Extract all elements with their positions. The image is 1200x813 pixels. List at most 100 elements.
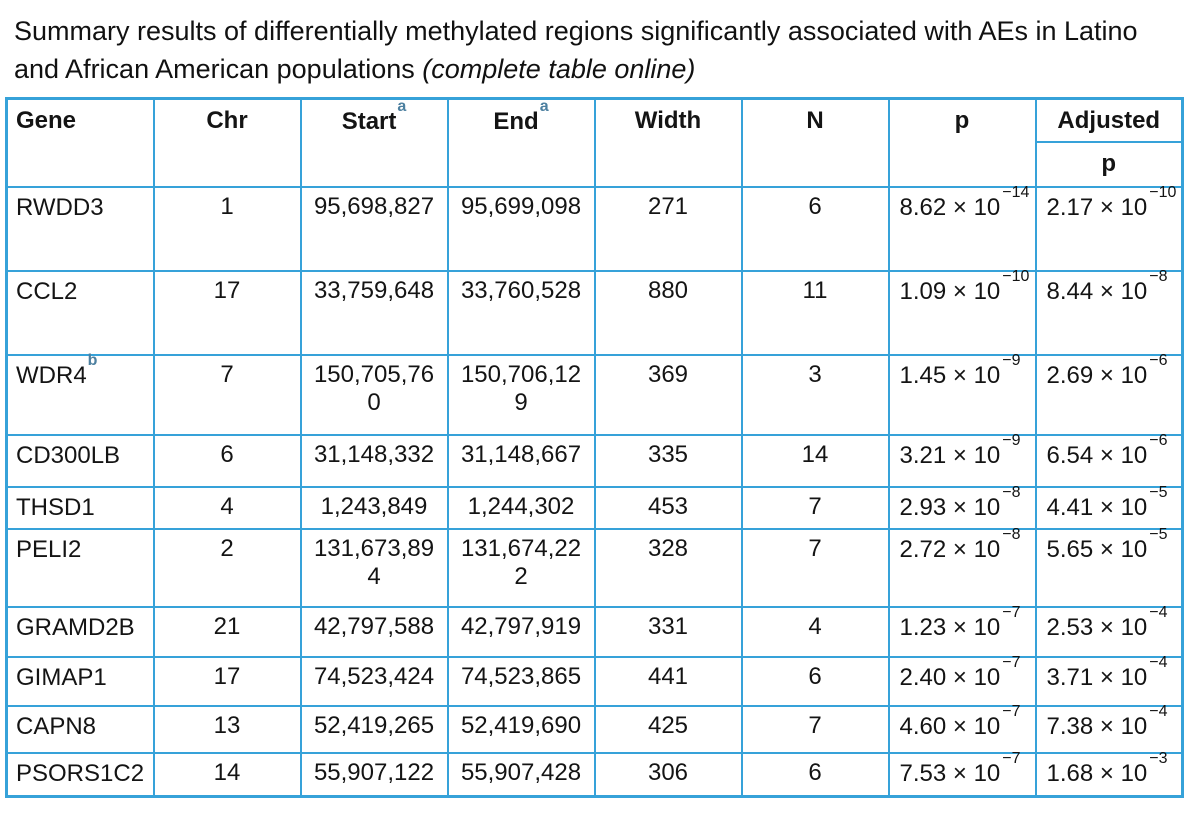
cell-end: 33,760,528	[446, 269, 596, 356]
results-table: Gene Chr Starta Enda Width N p Adjusted …	[5, 97, 1184, 798]
cell-chr: 21	[152, 605, 302, 658]
cell-width: 441	[593, 655, 743, 707]
cell-n: 7	[740, 704, 890, 754]
cell-width: 453	[593, 485, 743, 530]
header-p-label: p	[954, 107, 970, 134]
cell-end: 31,148,667	[446, 433, 596, 488]
adjp-mantissa: 2.53 × 10	[1046, 613, 1148, 641]
cell-adjusted-p: 8.44 × 10−8	[1034, 267, 1184, 356]
cell-adjusted-p: 2.53 × 10−4	[1034, 604, 1184, 658]
adjp-mantissa: 7.38 × 10	[1046, 712, 1148, 740]
header-adjusted-p: p	[1034, 140, 1184, 188]
cell-end: 1,244,302	[446, 485, 596, 530]
cell-adjusted-p: 7.38 × 10−4	[1034, 703, 1184, 754]
cell-end: 55,907,428	[446, 751, 596, 798]
cell-width: 331	[593, 605, 743, 658]
header-width: Width	[593, 97, 743, 188]
p-mantissa: 4.60 × 10	[899, 712, 1001, 740]
cell-chr: 14	[152, 751, 302, 798]
cell-n: 6	[740, 185, 890, 272]
header-adjusted: Adjusted	[1034, 97, 1184, 143]
p-exponent: −7	[1002, 603, 1021, 621]
cell-n: 14	[740, 433, 890, 488]
p-exponent: −9	[1002, 351, 1021, 369]
cell-p: 2.40 × 10−7	[887, 654, 1037, 707]
cell-end: 52,419,690	[446, 704, 596, 754]
header-start-label: Start	[341, 108, 397, 135]
gene-name: CAPN8	[16, 712, 97, 740]
cell-width: 425	[593, 704, 743, 754]
cell-width: 271	[593, 185, 743, 272]
adjp-exponent: −8	[1149, 267, 1168, 285]
p-mantissa: 7.53 × 10	[899, 759, 1001, 787]
gene-name: GIMAP1	[16, 663, 107, 691]
footnote-a-marker: a	[539, 98, 549, 116]
cell-p: 4.60 × 10−7	[887, 702, 1037, 754]
adjp-exponent: −5	[1149, 525, 1168, 543]
cell-gene: GIMAP1	[5, 655, 155, 707]
cell-start: 74,523,424	[299, 655, 449, 707]
cell-n: 3	[740, 353, 890, 436]
table-row: RWDD3 1 95,698,827 95,699,098 271 6 8.62…	[5, 183, 1184, 272]
gene-name: RWDD3	[16, 193, 104, 221]
header-end-label: End	[493, 108, 539, 135]
cell-gene: PELI2	[5, 527, 155, 608]
header-adjusted-p-label: p	[1101, 149, 1117, 177]
cell-chr: 2	[152, 527, 302, 608]
adjp-exponent: −3	[1149, 749, 1168, 767]
cell-start: 33,759,648	[299, 269, 449, 356]
footnote-b-marker: b	[87, 351, 98, 369]
cell-adjusted-p: 2.69 × 10−6	[1034, 352, 1184, 436]
adjp-mantissa: 6.54 × 10	[1046, 441, 1148, 469]
cell-gene: GRAMD2B	[5, 605, 155, 658]
header-gene-label: Gene	[16, 107, 77, 134]
p-exponent: −7	[1002, 702, 1021, 720]
cell-end: 95,699,098	[446, 185, 596, 272]
adjp-mantissa: 5.65 × 10	[1046, 535, 1148, 563]
cell-p: 2.93 × 10−8	[887, 483, 1037, 530]
cell-n: 7	[740, 485, 890, 530]
cell-width: 369	[593, 353, 743, 436]
cell-gene: CCL2	[5, 269, 155, 356]
cell-end: 42,797,919	[446, 605, 596, 658]
gene-name: CD300LB	[16, 441, 121, 469]
cell-end: 150,706,129	[446, 353, 596, 436]
header-width-label: Width	[634, 107, 702, 134]
adjp-exponent: −5	[1149, 483, 1168, 501]
cell-adjusted-p: 3.71 × 10−4	[1034, 654, 1184, 707]
table-row: CCL2 17 33,759,648 33,760,528 880 11 1.0…	[5, 267, 1184, 356]
table-row: THSD1 4 1,243,849 1,244,302 453 7 2.93 ×…	[5, 483, 1184, 530]
cell-width: 880	[593, 269, 743, 356]
cell-chr: 17	[152, 655, 302, 707]
cell-n: 4	[740, 605, 890, 658]
p-exponent: −14	[1002, 183, 1030, 201]
cell-gene: CAPN8	[5, 704, 155, 754]
gene-name: THSD1	[16, 493, 95, 521]
cell-start: 42,797,588	[299, 605, 449, 658]
header-row: Gene Chr Starta Enda Width N p Adjusted	[5, 97, 1184, 188]
cell-adjusted-p: 4.41 × 10−5	[1034, 483, 1184, 530]
cell-width: 335	[593, 433, 743, 488]
cell-gene: RWDD3	[5, 185, 155, 272]
cell-start: 95,698,827	[299, 185, 449, 272]
table-row: GIMAP1 17 74,523,424 74,523,865 441 6 2.…	[5, 654, 1184, 707]
gene-name: CCL2	[16, 277, 78, 305]
cell-start: 1,243,849	[299, 485, 449, 530]
adjp-mantissa: 8.44 × 10	[1046, 277, 1148, 305]
p-mantissa: 8.62 × 10	[899, 193, 1001, 221]
cell-start: 31,148,332	[299, 433, 449, 488]
p-exponent: −8	[1002, 483, 1021, 501]
cell-adjusted-p: 5.65 × 10−5	[1034, 525, 1184, 608]
p-mantissa: 2.93 × 10	[899, 493, 1001, 521]
cell-chr: 13	[152, 704, 302, 754]
p-exponent: −10	[1002, 267, 1030, 285]
cell-adjusted-p: 6.54 × 10−6	[1034, 432, 1184, 488]
cell-width: 328	[593, 527, 743, 608]
cell-gene: CD300LB	[5, 433, 155, 488]
cell-p: 3.21 × 10−9	[887, 432, 1037, 488]
cell-start: 131,673,894	[299, 527, 449, 608]
cell-gene: WDR4b	[5, 351, 155, 436]
cell-n: 11	[740, 269, 890, 356]
caption-line1: Summary results of differentially methyl…	[14, 16, 1028, 46]
header-n-label: N	[806, 107, 824, 134]
